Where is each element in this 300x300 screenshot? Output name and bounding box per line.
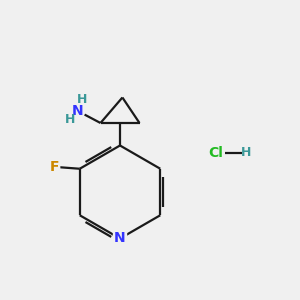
Text: H: H <box>64 113 75 126</box>
Text: H: H <box>241 146 251 160</box>
Text: F: F <box>50 160 59 174</box>
Text: N: N <box>114 232 126 245</box>
Text: H: H <box>76 93 87 106</box>
Text: Cl: Cl <box>208 146 224 160</box>
Text: N: N <box>72 104 84 118</box>
